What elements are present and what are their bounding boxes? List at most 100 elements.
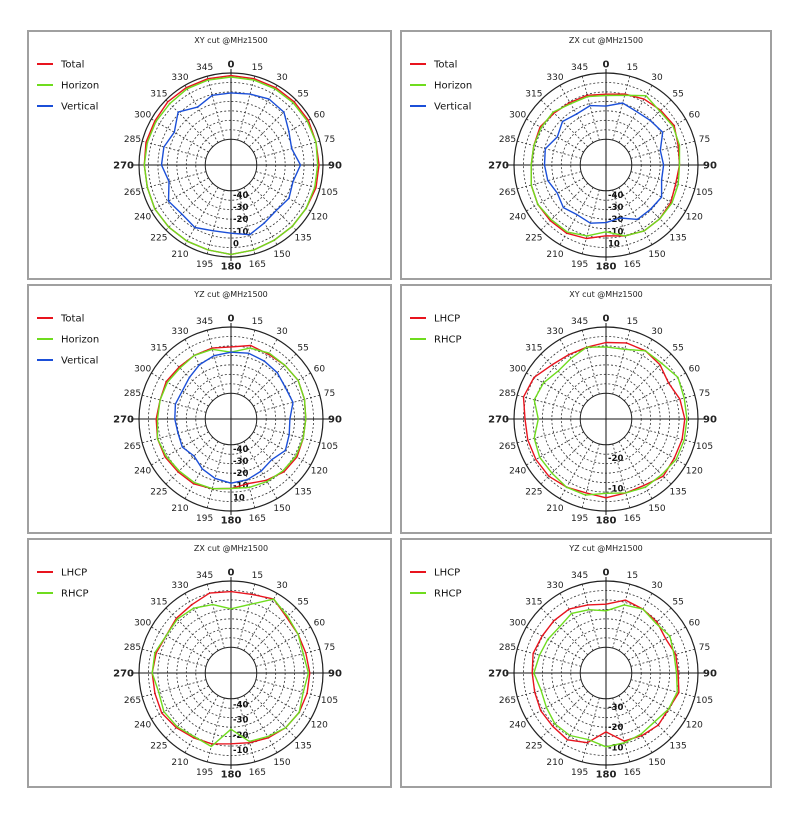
angle-tick-label: 210 — [171, 758, 188, 768]
grid-spoke — [248, 607, 297, 656]
grid-spoke — [517, 171, 582, 190]
grid-spoke — [142, 140, 207, 159]
angle-tick-label: 345 — [196, 571, 213, 581]
grid-spoke — [142, 394, 207, 413]
legend-entry: RHCP — [434, 589, 461, 600]
chart-panel-1: XY cut @MHz1500 0 15 30 55 60 75 90 105 120 135 150… — [27, 30, 392, 280]
angle-tick-label: 195 — [196, 514, 213, 524]
radial-tick-label: -40 — [233, 700, 248, 710]
angle-tick-label: 165 — [249, 514, 266, 524]
angle-tick-label: 195 — [571, 514, 588, 524]
legend-entry: Total — [60, 314, 84, 325]
grid-spoke — [526, 685, 584, 720]
grid-spoke — [581, 189, 600, 254]
angle-tick-label: 300 — [509, 365, 526, 375]
grid-spoke — [517, 394, 582, 413]
radial-tick-label: 10 — [233, 494, 245, 504]
grid-spoke — [618, 187, 653, 245]
angle-tick-label: 180 — [596, 262, 617, 273]
grid-spoke — [612, 584, 631, 649]
grid-spoke — [142, 648, 207, 667]
angle-tick-label: 265 — [124, 188, 141, 198]
grid-spoke — [540, 690, 589, 739]
radial-tick-label: -40 — [233, 445, 248, 455]
angle-tick-label: 265 — [499, 442, 516, 452]
grid-spoke — [630, 140, 695, 159]
grid-spoke — [248, 436, 297, 485]
grid-spoke — [253, 626, 311, 661]
angle-tick-label: 330 — [171, 73, 188, 83]
angle-tick-label: 15 — [627, 571, 638, 581]
grid-spoke — [184, 339, 219, 397]
angle-tick-label: 210 — [171, 504, 188, 514]
grid-spoke — [618, 441, 653, 499]
angle-tick-label: 15 — [627, 317, 638, 327]
chart-panel-5: ZX cut @MHz1500 0 15 30 55 60 75 90 105 120 135 150… — [27, 538, 392, 788]
angle-tick-label: 270 — [113, 161, 134, 172]
radial-tick-label: 10 — [608, 240, 620, 250]
grid-spoke — [612, 76, 631, 141]
radial-tick-label: -30 — [233, 457, 248, 467]
grid-spoke — [612, 189, 631, 254]
grid-spoke — [184, 85, 219, 143]
grid-spoke — [253, 177, 311, 212]
grid-spoke — [253, 118, 311, 153]
angle-tick-label: 315 — [150, 597, 167, 607]
radial-tick-label: -20 — [233, 215, 248, 225]
angle-tick-label: 135 — [295, 488, 312, 498]
angle-tick-label: 30 — [651, 581, 663, 591]
series-line-lhcp — [522, 341, 686, 499]
grid-spoke — [559, 441, 594, 499]
radial-tick-label: -20 — [608, 454, 623, 464]
angle-tick-label: 135 — [670, 488, 687, 498]
grid-spoke — [517, 648, 582, 667]
grid-spoke — [559, 695, 594, 753]
angle-tick-label: 180 — [221, 262, 242, 273]
grid-spoke — [165, 607, 214, 656]
grid-spoke — [623, 607, 672, 656]
grid-spoke — [243, 441, 278, 499]
grid-spoke — [206, 697, 225, 762]
angle-tick-label: 30 — [276, 327, 288, 337]
angle-tick-label: 105 — [321, 696, 338, 706]
grid-spoke — [628, 372, 686, 407]
grid-spoke — [526, 177, 584, 212]
grid-spoke — [151, 685, 209, 720]
legend-entry: LHCP — [61, 568, 87, 579]
grid-spoke — [253, 431, 311, 466]
grid-spoke — [248, 99, 297, 148]
angle-tick-label: 225 — [525, 234, 542, 244]
radial-tick-label: -30 — [233, 203, 248, 213]
grid-spoke — [540, 182, 589, 231]
grid-spoke — [628, 626, 686, 661]
radial-tick-label: -10 — [233, 227, 248, 237]
grid-spoke — [630, 648, 695, 667]
angle-tick-label: 90 — [703, 669, 717, 680]
grid-spoke — [184, 593, 219, 651]
grid-spoke — [618, 593, 653, 651]
angle-tick-label: 90 — [703, 415, 717, 426]
angle-tick-label: 265 — [499, 696, 516, 706]
angle-tick-label: 300 — [134, 619, 151, 629]
grid-spoke — [628, 685, 686, 720]
grid-spoke — [623, 353, 672, 402]
grid-spoke — [630, 425, 695, 444]
grid-spoke — [165, 99, 214, 148]
radial-tick-label: -40 — [233, 191, 248, 201]
angle-tick-label: 195 — [196, 260, 213, 270]
grid-spoke — [628, 177, 686, 212]
series-line-vertical — [160, 92, 302, 236]
polar-chart-svg: XY cut @MHz1500 0 15 30 55 60 75 90 105 120 135 150… — [37, 36, 342, 273]
angle-tick-label: 210 — [546, 758, 563, 768]
grid-spoke — [623, 690, 672, 739]
angle-tick-label: 120 — [686, 213, 703, 223]
angle-tick-label: 180 — [596, 770, 617, 781]
grid-spoke — [151, 372, 209, 407]
angle-tick-label: 165 — [624, 514, 641, 524]
series-line-horizon — [530, 94, 681, 237]
grid-spoke — [248, 182, 297, 231]
angle-tick-label: 285 — [124, 643, 141, 653]
radial-tick-label: -20 — [608, 723, 623, 733]
grid-spoke — [630, 171, 695, 190]
grid-spoke — [151, 177, 209, 212]
